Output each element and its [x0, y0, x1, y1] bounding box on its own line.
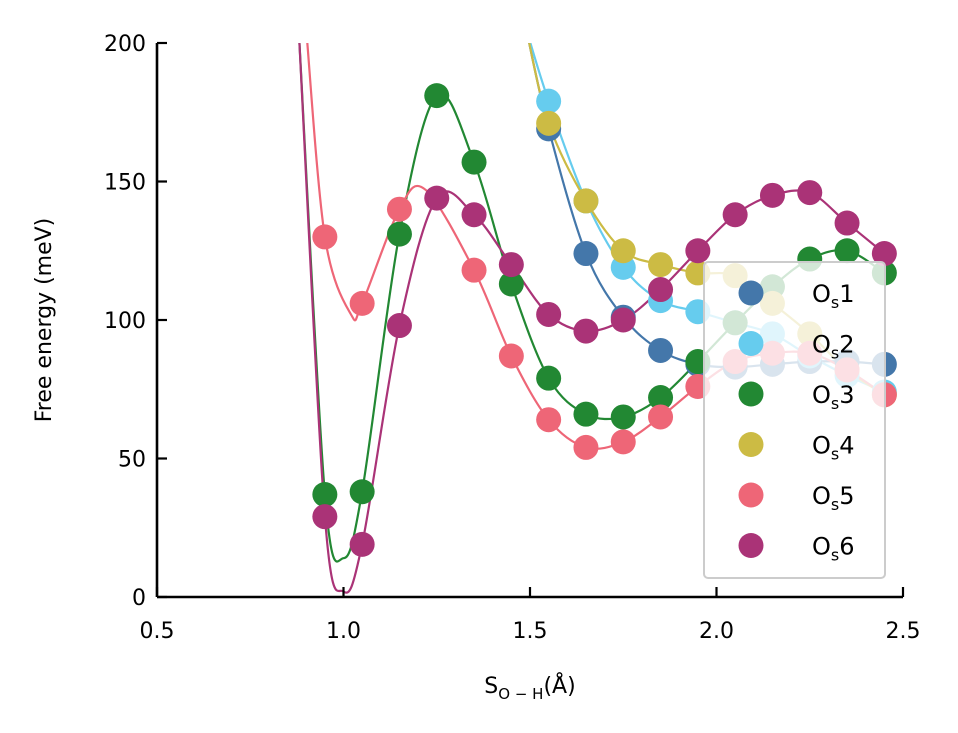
- data-point-os6: [871, 241, 897, 267]
- data-point-os6: [424, 185, 450, 211]
- data-point-os5: [536, 407, 562, 433]
- data-point-os6: [386, 313, 412, 339]
- data-point-os6: [498, 252, 524, 278]
- x-axis-title-subscript: O − H: [498, 685, 543, 703]
- data-point-os6: [536, 301, 562, 327]
- data-point-os6: [797, 180, 823, 206]
- data-point-os3: [573, 401, 599, 427]
- y-axis-title: Free energy (meV): [32, 218, 57, 423]
- data-point-os6: [573, 318, 599, 344]
- data-point-os5: [312, 224, 338, 250]
- data-point-os4: [573, 188, 599, 214]
- data-point-os6: [312, 504, 338, 530]
- y-tick-label: 100: [104, 309, 146, 334]
- x-tick-label: 2.5: [886, 619, 921, 644]
- data-point-os3: [461, 149, 487, 175]
- x-tick-label: 1.0: [326, 619, 361, 644]
- data-point-os3: [386, 221, 412, 247]
- data-point-os3: [834, 238, 860, 264]
- x-axis-title-base: S: [484, 674, 498, 699]
- legend-marker-os3: [738, 381, 764, 407]
- legend: Os1 Os2 Os3 Os4 Os5 Os6: [703, 261, 886, 579]
- data-point-os1: [648, 337, 674, 363]
- y-tick-label: 0: [132, 586, 146, 611]
- x-tick-label: 1.5: [513, 619, 548, 644]
- data-point-os6: [685, 238, 711, 264]
- legend-label-os3: Os3: [812, 381, 855, 413]
- legend-label-os5: Os5: [812, 482, 855, 514]
- legend-label-os1: Os1: [812, 280, 855, 312]
- data-point-os3: [498, 271, 524, 297]
- data-point-os6: [834, 210, 860, 236]
- legend-label-os4: Os4: [812, 432, 855, 464]
- data-point-os3: [610, 404, 636, 430]
- legend-label-os6: Os6: [812, 533, 855, 565]
- legend-marker-os4: [738, 432, 764, 457]
- data-point-os5: [461, 257, 487, 283]
- data-point-os5: [610, 429, 636, 455]
- data-point-os3: [424, 83, 450, 109]
- data-point-os6: [648, 277, 674, 303]
- data-point-os2: [536, 88, 562, 114]
- data-point-os4: [648, 252, 674, 278]
- data-point-os6: [349, 531, 375, 557]
- legend-frame: [703, 261, 886, 579]
- data-point-os5: [349, 290, 375, 316]
- data-point-os3: [648, 385, 674, 411]
- data-point-os3: [536, 365, 562, 391]
- y-tick-label: 150: [104, 171, 146, 196]
- x-axis-title-suffix: (Å): [543, 672, 575, 699]
- data-point-os5: [573, 434, 599, 460]
- legend-marker-os1: [738, 280, 764, 306]
- legend-marker-os2: [738, 331, 764, 356]
- legend-marker-os6: [738, 533, 764, 558]
- x-tick-label: 0.5: [140, 619, 175, 644]
- data-point-os5: [498, 343, 524, 369]
- data-point-os4: [536, 110, 562, 136]
- data-point-os5: [648, 404, 674, 430]
- data-point-os4: [610, 238, 636, 264]
- legend-label-os2: Os2: [812, 331, 855, 363]
- data-point-os1: [573, 241, 599, 267]
- y-tick-label: 50: [118, 448, 146, 473]
- y-tick-label: 200: [104, 32, 146, 57]
- data-point-os6: [722, 202, 748, 228]
- data-point-os5: [386, 196, 412, 222]
- data-point-os3: [312, 482, 338, 508]
- data-point-os6: [759, 182, 785, 208]
- legend-marker-os5: [738, 482, 764, 508]
- data-point-os6: [461, 202, 487, 228]
- x-axis-title: SO − H(Å): [484, 672, 575, 703]
- data-point-os3: [349, 479, 375, 505]
- data-point-os6: [610, 307, 636, 333]
- x-tick-label: 2.0: [699, 619, 734, 644]
